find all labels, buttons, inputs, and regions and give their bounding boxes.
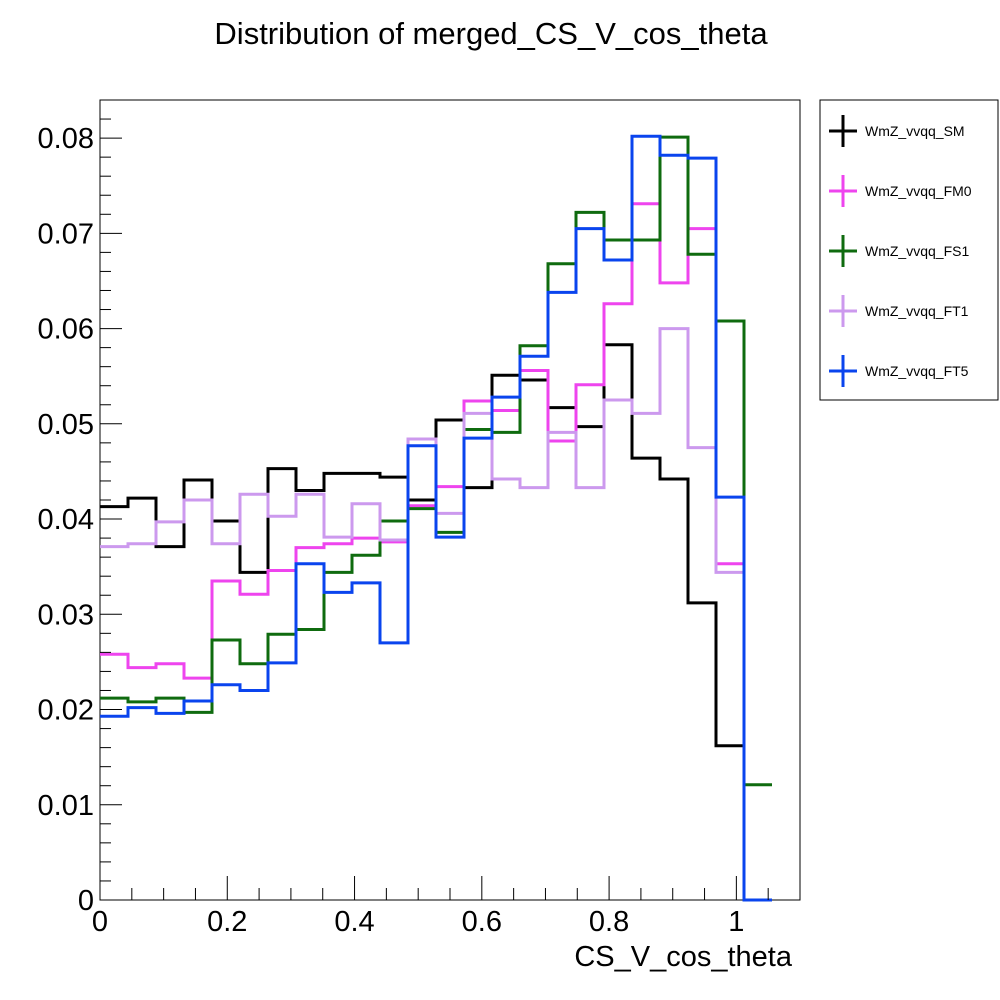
series-layer — [100, 134, 772, 902]
y-tick-label: 0.02 — [38, 695, 94, 727]
legend-entry: WmZ_vvqq_FT1 — [829, 295, 969, 327]
legend-label: WmZ_vvqq_FT1 — [865, 303, 969, 319]
legend-entry: WmZ_vvqq_FT5 — [829, 355, 969, 387]
x-tick-label: 0 — [92, 906, 108, 938]
legend-label: WmZ_vvqq_FT5 — [865, 363, 969, 379]
legend-entry: WmZ_vvqq_SM — [829, 115, 965, 147]
y-tick-label: 0.07 — [38, 218, 94, 250]
y-tick-label: 0 — [78, 885, 94, 917]
series-line — [100, 134, 772, 902]
legend: WmZ_vvqq_SM WmZ_vvqq_FM0 WmZ_vvqq_FS1 WmZ_v… — [829, 115, 972, 387]
x-tick-label: 0.8 — [589, 906, 629, 938]
x-tick-label: 1 — [728, 906, 744, 938]
y-tick-label: 0.06 — [38, 314, 94, 346]
y-tick-label: 0.05 — [38, 409, 94, 441]
legend-label: WmZ_vvqq_FS1 — [865, 243, 969, 259]
y-tick-label: 0.01 — [38, 790, 94, 822]
legend-label: WmZ_vvqq_FM0 — [865, 183, 972, 199]
series-WmZ_vvqq_FT5 — [100, 134, 772, 902]
x-tick-label: 0.4 — [334, 906, 374, 938]
axis-layer: 0 0.2 0.4 0.6 0.8 1 0 0.01 0.02 0.03 0.04 0.05 0.06 0… — [38, 99, 801, 938]
x-tick-label: 0.2 — [207, 906, 247, 938]
x-tick-label: 0.6 — [462, 906, 502, 938]
y-tick-label: 0.03 — [38, 599, 94, 631]
legend-entry: WmZ_vvqq_FS1 — [829, 235, 969, 267]
x-axis-title: CS_V_cos_theta — [574, 941, 793, 973]
legend-label: WmZ_vvqq_SM — [865, 123, 965, 139]
legend-entry: WmZ_vvqq_FM0 — [829, 175, 972, 207]
y-tick-label: 0.04 — [38, 504, 94, 536]
chart-title: Distribution of merged_CS_V_cos_theta — [214, 16, 768, 51]
y-tick-label: 0.08 — [38, 123, 94, 155]
